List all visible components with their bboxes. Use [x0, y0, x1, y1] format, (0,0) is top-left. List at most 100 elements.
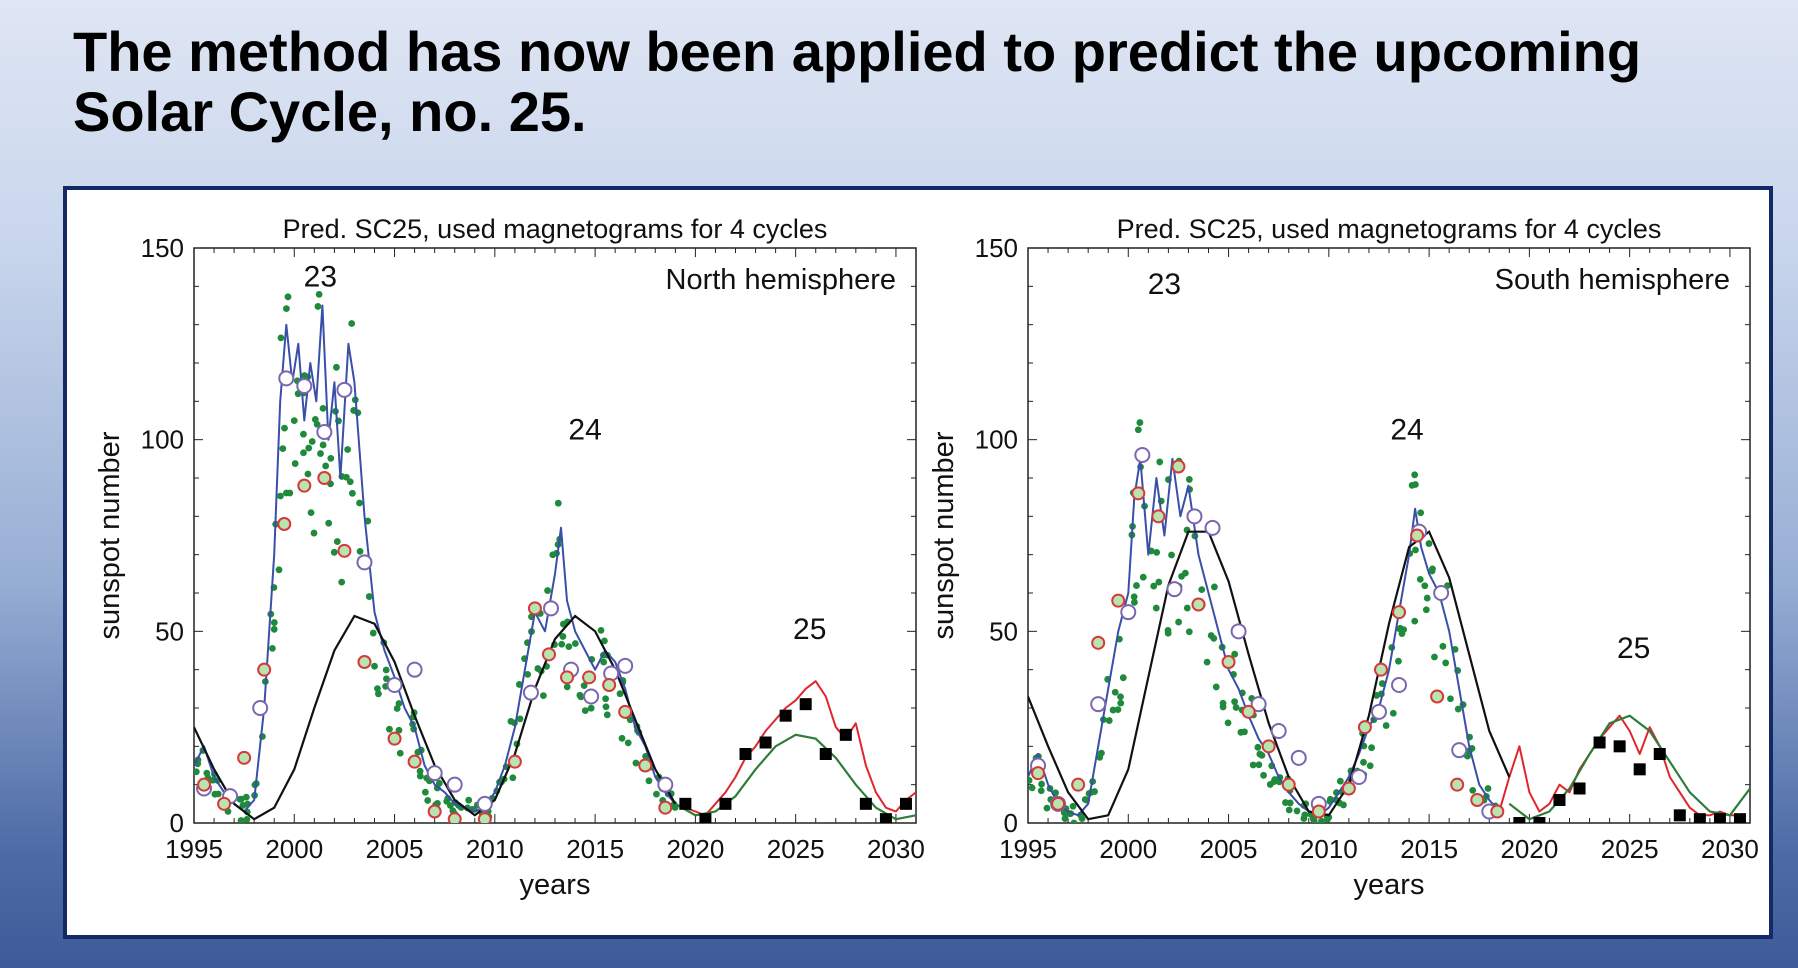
- monthly-dot: [300, 430, 307, 438]
- monthly-dot: [270, 619, 278, 626]
- monthly-dot: [1301, 811, 1309, 819]
- open-circle-point: [522, 684, 539, 701]
- monthly-dot: [416, 767, 424, 775]
- red-circle-point: [560, 670, 575, 685]
- x-tick-label: 2005: [1200, 834, 1258, 864]
- red-circle-point: [618, 704, 633, 719]
- black-square-point: [899, 797, 912, 810]
- charts-svg: 1995 2000 2005 2010 2015 2020 2025 2030 0 50 100 15…: [94, 214, 1759, 901]
- monthly-dot: [237, 817, 245, 823]
- black-square-point: [1573, 782, 1586, 795]
- monthly-dot: [1469, 786, 1477, 794]
- monthly-dot: [1360, 758, 1367, 766]
- monthly-dot: [348, 489, 356, 497]
- x-tick-label: 2015: [1400, 834, 1458, 864]
- black-square-point: [879, 813, 892, 823]
- open-circle-point: [1186, 508, 1203, 525]
- monthly-dot: [319, 441, 327, 449]
- open-circle-point: [296, 378, 313, 394]
- monthly-dot: [1422, 606, 1430, 614]
- monthly-dot: [516, 715, 524, 723]
- monthly-dot: [1061, 815, 1069, 823]
- red-circle-point: [1373, 662, 1388, 677]
- monthly-dot: [1442, 659, 1450, 667]
- monthly-dot: [1211, 583, 1218, 591]
- monthly-dot: [1232, 704, 1240, 711]
- monthly-dot: [616, 690, 624, 698]
- monthly-dot: [304, 470, 312, 478]
- open-circle-point: [1120, 604, 1137, 621]
- monthly-dot: [1198, 586, 1206, 594]
- monthly-dot: [314, 303, 322, 310]
- monthly-dot: [338, 578, 346, 586]
- slide-title-line-1: The method has now been applied to predi…: [73, 20, 1642, 83]
- red-circle-point: [407, 754, 422, 769]
- monthly-dot: [269, 644, 276, 652]
- forecast-curve: [1508, 714, 1750, 821]
- monthly-dot: [356, 499, 363, 507]
- cycle-label-23: 23: [1148, 268, 1181, 301]
- monthly-dot: [327, 454, 335, 462]
- monthly-dot: [1366, 762, 1374, 770]
- cycle-label-24: 24: [568, 414, 601, 447]
- open-circle-point: [386, 677, 403, 693]
- monthly-dot: [576, 691, 584, 699]
- black-square-point: [819, 748, 832, 760]
- monthly-dot: [1156, 458, 1164, 466]
- monthly-dot: [1111, 688, 1119, 696]
- open-circle-point: [657, 776, 674, 793]
- y-axis-label: sunspot number: [928, 431, 960, 639]
- monthly-dot: [509, 774, 517, 782]
- monthly-dot: [393, 705, 401, 712]
- monthly-dot: [1183, 604, 1191, 612]
- monthly-dot: [1155, 578, 1163, 586]
- red-circle-point: [197, 777, 212, 792]
- monthly-dot: [1382, 722, 1390, 729]
- red-circle-point: [1091, 635, 1106, 650]
- monthly-dot: [242, 793, 250, 801]
- red-circle-point: [1311, 804, 1326, 819]
- monthly-dot: [325, 519, 333, 527]
- red-circle-point: [237, 750, 252, 765]
- black-square-point: [679, 797, 692, 810]
- black-square-point: [739, 748, 752, 760]
- red-circle-point: [1430, 689, 1445, 704]
- monthly-dot: [1368, 744, 1375, 752]
- open-circle-point: [446, 776, 463, 793]
- monthly-dot: [1175, 618, 1183, 626]
- y-tick-label: 150: [141, 233, 184, 263]
- monthly-dot: [375, 690, 382, 698]
- red-circle-point: [527, 601, 542, 616]
- monthly-dot: [1164, 629, 1172, 637]
- model-fit-curve: [1028, 529, 1511, 821]
- open-circle-point: [1270, 723, 1287, 739]
- figure-frame: 1995 2000 2005 2010 2015 2020 2025 2030 0 50 100 15…: [63, 186, 1773, 939]
- monthly-dot: [624, 739, 632, 747]
- monthly-dot: [369, 629, 377, 637]
- monthly-dot: [374, 685, 381, 692]
- monthly-dot: [580, 682, 588, 690]
- x-axis-label: years: [520, 869, 591, 901]
- open-circle-point: [1350, 769, 1367, 785]
- x-tick-label: 1995: [999, 834, 1057, 864]
- black-square-point: [1553, 794, 1566, 806]
- monthly-dot: [1412, 546, 1419, 554]
- monthly-dot: [618, 734, 626, 742]
- cycle-label-25: 25: [793, 613, 826, 646]
- monthly-dot: [291, 460, 299, 467]
- monthly-dot: [283, 305, 290, 313]
- red-circle-point: [447, 812, 462, 823]
- monthly-dot: [1069, 802, 1077, 810]
- monthly-dot: [371, 662, 378, 670]
- monthly-dot: [507, 717, 515, 725]
- monthly-dot: [284, 293, 292, 301]
- monthly-dot: [1091, 788, 1098, 795]
- black-square-point: [779, 709, 792, 722]
- x-tick-label: 2030: [867, 834, 925, 864]
- red-circle-point: [257, 662, 272, 677]
- monthly-dot: [1417, 509, 1425, 517]
- slide-title: The method has now been applied to predi…: [73, 22, 1773, 142]
- monthly-dot: [1416, 575, 1424, 583]
- monthly-dot: [603, 711, 611, 719]
- monthly-dot: [1203, 658, 1211, 666]
